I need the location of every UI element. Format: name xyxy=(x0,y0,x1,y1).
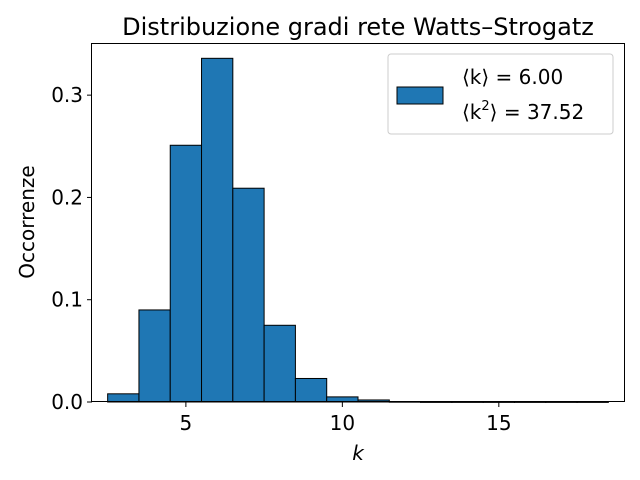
axes-frame xyxy=(91,43,625,402)
bars-group xyxy=(107,57,609,403)
legend-line-mean: ⟨k⟩ = 6.00 xyxy=(462,65,563,89)
plot-frame xyxy=(91,43,625,402)
legend-swatch xyxy=(396,86,444,105)
x-axis-label: k xyxy=(352,441,365,465)
histogram-bar xyxy=(169,144,203,403)
y-tick-label: 0.1 xyxy=(51,288,83,312)
x-tick-label: 10 xyxy=(330,411,355,435)
y-tick-label: 0.3 xyxy=(51,83,83,107)
legend-frame xyxy=(387,53,614,135)
histogram-bar xyxy=(107,393,140,403)
x-tick-label: 15 xyxy=(486,411,511,435)
histogram-bar xyxy=(201,57,234,403)
histogram-bar xyxy=(294,377,328,403)
y-tick-label: 0.2 xyxy=(51,185,83,209)
y-ticks: 0.0 0.1 0.2 0.3 xyxy=(51,83,92,414)
x-ticks: 5 10 15 xyxy=(180,402,512,435)
chart-title: Distribuzione gradi rete Watts–Strogatz xyxy=(122,13,594,41)
y-tick-label: 0.0 xyxy=(51,390,83,414)
y-axis-label: Occorrenze xyxy=(15,165,39,278)
histogram-bar xyxy=(232,187,265,403)
x-tick-label: 5 xyxy=(180,411,193,435)
histogram-bar xyxy=(138,309,171,403)
legend: ⟨k⟩ = 6.00 ⟨k2⟩ = 37.52 xyxy=(387,53,614,135)
histogram-bar xyxy=(263,324,296,403)
legend-line-second-moment: ⟨k2⟩ = 37.52 xyxy=(462,99,584,124)
